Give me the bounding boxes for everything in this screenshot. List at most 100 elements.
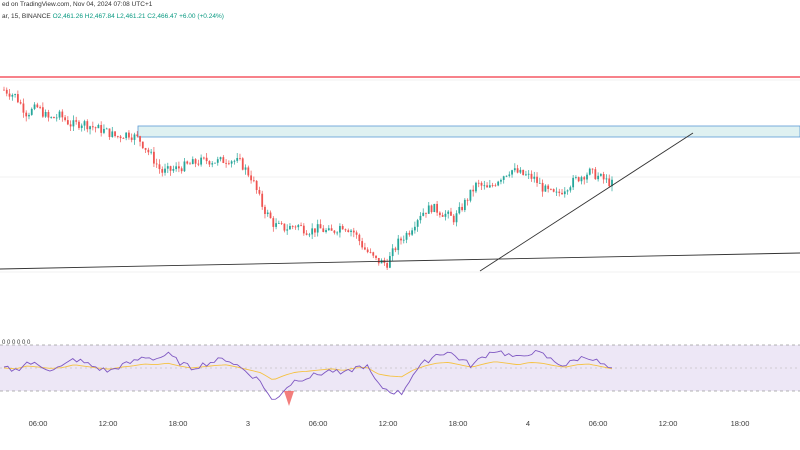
candle-body [491,185,494,187]
candle-body [33,104,36,109]
time-axis-label: 18:00 [449,419,468,428]
candle-body [283,223,286,231]
candle-body [30,108,33,115]
candle-body [225,162,228,164]
candle-body [594,169,597,180]
candle-body [577,177,580,182]
candle-body [275,223,277,227]
rsi-line [3,349,613,400]
candle-body [178,166,180,169]
candle-body [583,177,586,180]
candle-body [53,117,55,119]
candle-body [316,224,319,233]
candle-body [502,176,505,180]
candle-body [47,111,50,118]
candle-body [497,181,500,186]
candle-body [61,111,64,118]
candle-body [25,112,28,117]
candle-body [158,164,161,170]
candle-body [114,131,116,137]
candle-body [352,230,355,233]
candle-body [3,89,5,91]
candle-body [122,138,125,139]
candle-body [261,193,264,207]
candle-body [311,228,314,235]
candle-body [586,174,588,180]
candle-body [44,111,47,117]
candle-body [597,175,600,180]
candle-body [611,179,613,187]
candle-body [508,174,511,176]
candle-body [300,225,302,226]
candle-body [333,230,336,233]
time-axis-label: 12:00 [99,419,118,428]
candle-body [405,232,408,240]
candle-body [155,163,158,165]
candle-body [100,125,103,133]
candle-body [289,226,291,230]
candle-body [89,126,91,130]
candle-body [455,213,458,223]
candle-body [500,179,502,182]
candle-body [244,167,247,170]
candle-body [194,159,197,164]
candle-body [144,148,147,150]
candle-body [444,213,447,217]
candle-body [280,222,283,224]
candle-body [297,225,300,228]
candle-body [441,215,444,217]
candle-body [566,190,569,192]
candle-body [536,176,538,183]
candle-body [172,169,175,171]
candle-body [130,137,133,140]
candle-body [530,173,533,179]
candle-body [569,187,572,191]
candle-body [341,226,344,230]
candle-body [388,256,391,268]
candle-body [580,177,583,182]
candle-body [364,247,366,250]
candle-body [139,136,141,142]
candle-body [108,128,111,138]
candle-body [50,117,53,118]
candle-body [527,173,530,175]
candle-body [477,182,480,184]
candle-body [208,161,211,165]
candle-body [166,166,169,169]
candle-body [147,149,150,153]
supply-zone [137,125,800,138]
candle-body [588,168,591,175]
candle-body [447,211,450,214]
candle-body [322,228,325,232]
candle-body [250,175,252,181]
time-axis-label: 12:00 [659,419,678,428]
candle-body [141,141,144,149]
candle-body [241,158,244,170]
candle-body [305,233,308,235]
candle-body [164,168,166,173]
candle-body [222,157,225,163]
candle-body [375,255,377,258]
candle-body [302,225,305,234]
candle-body [339,226,341,233]
candle-body [513,168,516,171]
published-caption: ed on TradingView.com, Nov 04, 2024 07:0… [2,1,153,8]
candle-body [227,163,230,165]
candle-body [153,151,155,164]
candle-body [430,205,433,213]
candle-body [494,185,497,187]
candle-body [136,134,139,137]
candle-body [183,161,186,172]
candle-body [39,107,41,108]
candle-body [197,163,200,165]
candle-body [41,107,44,117]
time-axis-label: 12:00 [379,419,398,428]
rsi-oversold-fill [284,391,294,406]
candle-body [391,248,394,257]
symbol-info: ar, 15, BINANCE [2,13,51,20]
candle-body [269,212,272,219]
candle-body [599,174,602,176]
candle-body [438,212,441,216]
